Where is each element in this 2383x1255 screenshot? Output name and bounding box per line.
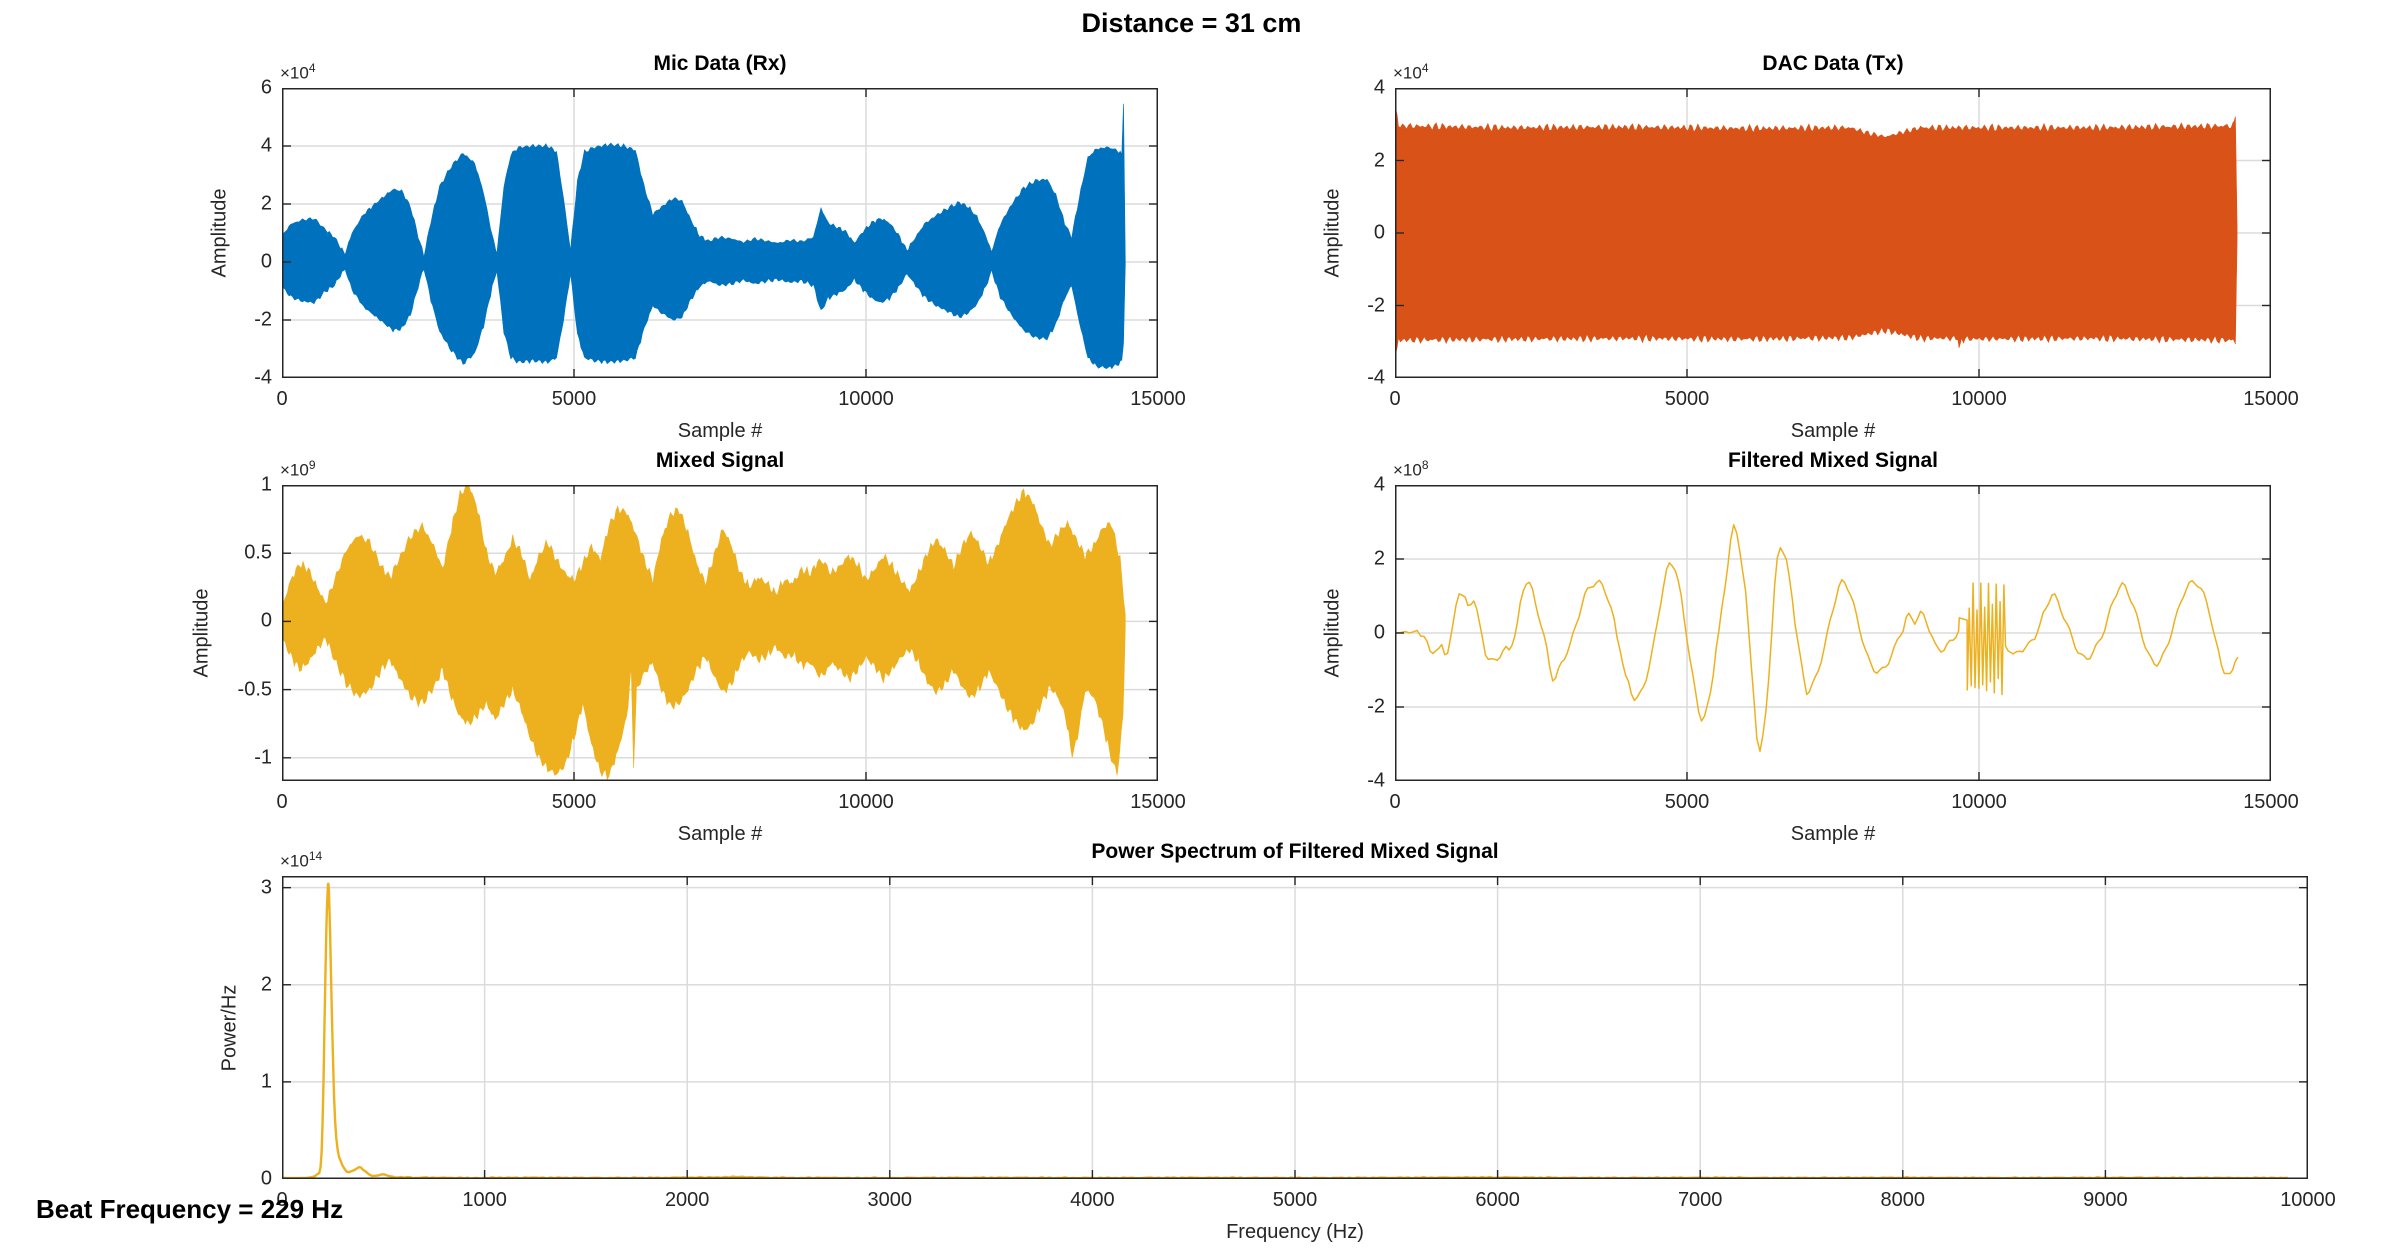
- x-tick-label: 0: [276, 791, 288, 813]
- y-tick-label: 1: [260, 1070, 272, 1093]
- mixed-signal-plot: Mixed Signal ×109 Amplitude Sample # 0 50…: [191, 449, 1186, 845]
- x-tick-label: 10000: [838, 791, 894, 813]
- y-tick-label: -2: [1367, 695, 1385, 718]
- y-axis-label: Power/Hz: [218, 984, 241, 1071]
- y-tick-label: -4: [254, 366, 272, 389]
- x-axis-label: Sample #: [1790, 823, 1876, 845]
- y-axis-label: Amplitude: [208, 188, 231, 278]
- waveform-canvas: [282, 485, 1158, 781]
- x-tick-label: 10000: [1951, 791, 2007, 813]
- y-axis-exponent: ×104: [1393, 61, 1429, 83]
- y-tick-label: 2: [260, 192, 272, 215]
- filtered-mixed-signal-plot: Filtered Mixed Signal ×108 Amplitude Sam…: [1322, 449, 2299, 845]
- x-tick-label: 5000: [1272, 1189, 1318, 1211]
- plot-title: DAC Data (Tx): [1762, 52, 1904, 75]
- x-tick-label: 5000: [551, 388, 597, 410]
- waveform-canvas: [1395, 88, 2271, 378]
- x-tick-label: 5000: [1664, 388, 1710, 410]
- plot-title: Mixed Signal: [655, 449, 785, 472]
- x-tick-label: 0: [276, 388, 288, 410]
- x-tick-label: 0: [1389, 388, 1401, 410]
- figure-title: Distance = 31 cm: [1081, 8, 1302, 38]
- x-tick-label: 15000: [1130, 388, 1186, 410]
- y-axis-exponent: ×1014: [280, 849, 323, 871]
- y-tick-label: -4: [1367, 366, 1385, 389]
- y-axis-label: Amplitude: [1321, 188, 1344, 278]
- y-tick-label: 0: [1373, 621, 1385, 644]
- x-tick-label: 1000: [462, 1189, 507, 1211]
- waveform-canvas: [282, 88, 1158, 378]
- x-tick-label: 0: [1389, 791, 1401, 813]
- x-tick-label: 10000: [838, 388, 894, 410]
- x-tick-label: 10000: [1951, 388, 2007, 410]
- x-tick-label: 15000: [2243, 791, 2299, 813]
- x-tick-label: 15000: [2243, 388, 2299, 410]
- plot-title: Mic Data (Rx): [653, 52, 787, 75]
- x-tick-label: 3000: [867, 1189, 913, 1211]
- y-tick-label: 1: [260, 473, 272, 496]
- y-tick-label: 2: [1373, 149, 1385, 171]
- y-axis-label: Amplitude: [1321, 588, 1344, 678]
- spectrum-canvas: [282, 876, 2308, 1179]
- x-axis-label: Sample #: [1790, 420, 1876, 442]
- y-tick-label: 0: [260, 609, 272, 632]
- x-axis-label: Sample #: [677, 823, 763, 845]
- x-tick-label: 15000: [1130, 791, 1186, 813]
- mic-data-plot: Mic Data (Rx) ×104 Amplitude Sample # 0 5…: [209, 52, 1186, 442]
- y-tick-label: 0: [1373, 221, 1385, 244]
- y-tick-label: 2: [260, 973, 272, 996]
- beat-frequency-label: Beat Frequency = 229 Hz: [36, 1194, 344, 1224]
- y-axis-exponent: ×109: [280, 458, 316, 480]
- y-tick-label: -0.5: [237, 678, 272, 701]
- x-tick-label: 5000: [551, 791, 597, 813]
- y-tick-label: 4: [1373, 473, 1385, 496]
- y-tick-label: 0: [260, 250, 272, 273]
- x-axis-label: Sample #: [677, 420, 763, 442]
- y-tick-label: 4: [260, 134, 272, 157]
- dac-data-plot: DAC Data (Tx) ×104 Amplitude Sample # 0 5…: [1322, 52, 2299, 442]
- x-tick-label: 2000: [664, 1189, 710, 1211]
- y-tick-label: 4: [1373, 76, 1385, 99]
- y-tick-label: 2: [1373, 547, 1385, 570]
- x-tick-label: 0: [276, 1189, 288, 1211]
- waveform-canvas: [1395, 485, 2271, 781]
- plot-title: Power Spectrum of Filtered Mixed Signal: [1091, 840, 1499, 863]
- y-tick-label: 3: [260, 876, 272, 899]
- y-axis-exponent: ×108: [1393, 458, 1429, 480]
- x-tick-label: 7000: [1677, 1189, 1723, 1211]
- x-tick-label: 5000: [1664, 791, 1710, 813]
- y-axis-label: Amplitude: [190, 588, 213, 678]
- y-tick-label: 0.5: [244, 541, 272, 564]
- y-tick-label: -2: [254, 308, 272, 331]
- x-tick-label: 6000: [1475, 1189, 1520, 1211]
- y-tick-label: -4: [1367, 769, 1385, 792]
- x-axis-label: Frequency (Hz): [1226, 1221, 1364, 1243]
- x-tick-label: 4000: [1070, 1189, 1115, 1211]
- x-tick-label: 9000: [2083, 1189, 2128, 1211]
- power-spectrum-plot: Power Spectrum of Filtered Mixed Signal …: [219, 840, 2336, 1243]
- y-tick-label: -2: [1367, 294, 1385, 316]
- plot-title: Filtered Mixed Signal: [1727, 449, 1939, 472]
- y-axis-exponent: ×104: [280, 61, 316, 83]
- y-tick-label: 6: [260, 76, 272, 99]
- x-tick-label: 10000: [2280, 1189, 2336, 1211]
- x-tick-label: 8000: [1880, 1189, 1926, 1211]
- y-tick-label: 0: [260, 1167, 272, 1190]
- y-tick-label: -1: [254, 746, 272, 769]
